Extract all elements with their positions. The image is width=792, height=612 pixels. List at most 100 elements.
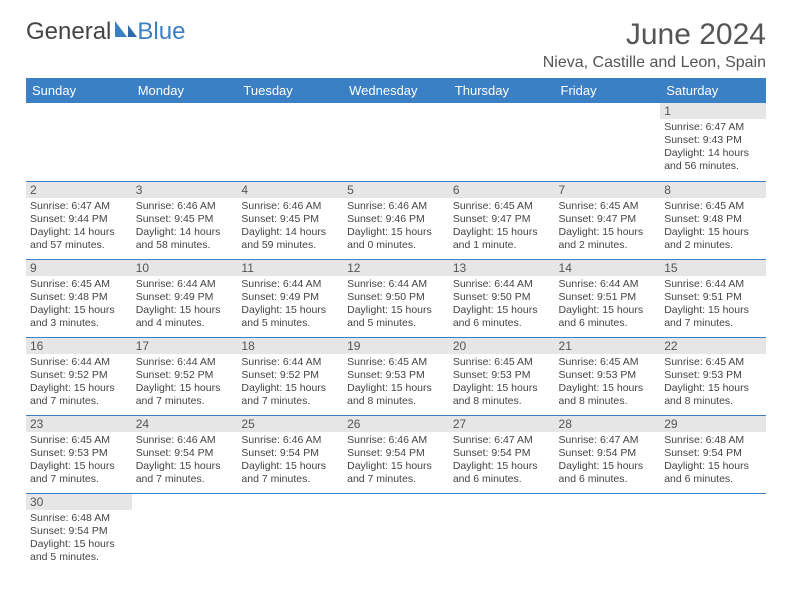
sunrise-text: Sunrise: 6:44 AM [559,278,657,291]
day-info: Sunrise: 6:45 AMSunset: 9:47 PMDaylight:… [555,198,661,256]
day-info: Sunrise: 6:45 AMSunset: 9:53 PMDaylight:… [555,354,661,412]
day-number: 26 [343,416,449,432]
daylight-text: Daylight: 15 hours and 3 minutes. [30,304,128,330]
calendar-cell [237,103,343,181]
sunset-text: Sunset: 9:49 PM [241,291,339,304]
day-info: Sunrise: 6:44 AMSunset: 9:52 PMDaylight:… [132,354,238,412]
sunset-text: Sunset: 9:50 PM [347,291,445,304]
day-info: Sunrise: 6:45 AMSunset: 9:47 PMDaylight:… [449,198,555,256]
day-number: 25 [237,416,343,432]
daylight-text: Daylight: 15 hours and 4 minutes. [136,304,234,330]
sunset-text: Sunset: 9:53 PM [347,369,445,382]
sunset-text: Sunset: 9:53 PM [664,369,762,382]
logo: General Blue [26,18,185,46]
calendar-cell: 12Sunrise: 6:44 AMSunset: 9:50 PMDayligh… [343,259,449,337]
daylight-text: Daylight: 14 hours and 58 minutes. [136,226,234,252]
sunset-text: Sunset: 9:54 PM [241,447,339,460]
calendar-cell: 26Sunrise: 6:46 AMSunset: 9:54 PMDayligh… [343,415,449,493]
sunset-text: Sunset: 9:44 PM [30,213,128,226]
sunrise-text: Sunrise: 6:46 AM [241,434,339,447]
sunrise-text: Sunrise: 6:45 AM [664,200,762,213]
month-title: June 2024 [543,18,766,52]
calendar-cell [343,493,449,571]
calendar-week: 9Sunrise: 6:45 AMSunset: 9:48 PMDaylight… [26,259,766,337]
calendar-cell: 25Sunrise: 6:46 AMSunset: 9:54 PMDayligh… [237,415,343,493]
day-number: 9 [26,260,132,276]
calendar-cell: 18Sunrise: 6:44 AMSunset: 9:52 PMDayligh… [237,337,343,415]
day-info: Sunrise: 6:47 AMSunset: 9:43 PMDaylight:… [660,119,766,177]
calendar-cell [555,493,661,571]
calendar-body: 1Sunrise: 6:47 AMSunset: 9:43 PMDaylight… [26,103,766,571]
day-number: 15 [660,260,766,276]
sunset-text: Sunset: 9:50 PM [453,291,551,304]
sunset-text: Sunset: 9:48 PM [30,291,128,304]
day-number: 23 [26,416,132,432]
daylight-text: Daylight: 15 hours and 6 minutes. [559,460,657,486]
sunrise-text: Sunrise: 6:45 AM [30,278,128,291]
sunrise-text: Sunrise: 6:47 AM [559,434,657,447]
day-info: Sunrise: 6:46 AMSunset: 9:54 PMDaylight:… [237,432,343,490]
day-number: 27 [449,416,555,432]
sunrise-text: Sunrise: 6:48 AM [664,434,762,447]
sunrise-text: Sunrise: 6:44 AM [136,278,234,291]
day-info: Sunrise: 6:44 AMSunset: 9:52 PMDaylight:… [26,354,132,412]
calendar-week: 30Sunrise: 6:48 AMSunset: 9:54 PMDayligh… [26,493,766,571]
day-number: 30 [26,494,132,510]
day-header: Tuesday [237,78,343,103]
sunrise-text: Sunrise: 6:44 AM [453,278,551,291]
calendar-cell [132,493,238,571]
sunset-text: Sunset: 9:51 PM [559,291,657,304]
day-number: 18 [237,338,343,354]
calendar-cell: 19Sunrise: 6:45 AMSunset: 9:53 PMDayligh… [343,337,449,415]
location: Nieva, Castille and Leon, Spain [543,54,766,72]
logo-text-general: General [26,18,111,46]
day-info: Sunrise: 6:46 AMSunset: 9:54 PMDaylight:… [343,432,449,490]
sunset-text: Sunset: 9:47 PM [559,213,657,226]
logo-text-blue: Blue [137,18,185,46]
daylight-text: Daylight: 15 hours and 2 minutes. [559,226,657,252]
daylight-text: Daylight: 15 hours and 2 minutes. [664,226,762,252]
day-info: Sunrise: 6:45 AMSunset: 9:53 PMDaylight:… [26,432,132,490]
sail-icon [113,19,139,39]
day-number: 12 [343,260,449,276]
calendar-cell [660,493,766,571]
day-info: Sunrise: 6:45 AMSunset: 9:53 PMDaylight:… [343,354,449,412]
sunrise-text: Sunrise: 6:45 AM [453,200,551,213]
day-info: Sunrise: 6:46 AMSunset: 9:46 PMDaylight:… [343,198,449,256]
day-number: 11 [237,260,343,276]
calendar-cell: 13Sunrise: 6:44 AMSunset: 9:50 PMDayligh… [449,259,555,337]
calendar-week: 2Sunrise: 6:47 AMSunset: 9:44 PMDaylight… [26,181,766,259]
day-info: Sunrise: 6:44 AMSunset: 9:49 PMDaylight:… [132,276,238,334]
sunrise-text: Sunrise: 6:46 AM [347,434,445,447]
sunrise-text: Sunrise: 6:45 AM [664,356,762,369]
day-header-row: SundayMondayTuesdayWednesdayThursdayFrid… [26,78,766,103]
day-info: Sunrise: 6:44 AMSunset: 9:50 PMDaylight:… [343,276,449,334]
calendar-cell: 20Sunrise: 6:45 AMSunset: 9:53 PMDayligh… [449,337,555,415]
calendar-cell: 30Sunrise: 6:48 AMSunset: 9:54 PMDayligh… [26,493,132,571]
sunset-text: Sunset: 9:53 PM [559,369,657,382]
calendar-cell: 23Sunrise: 6:45 AMSunset: 9:53 PMDayligh… [26,415,132,493]
sunset-text: Sunset: 9:54 PM [30,525,128,538]
day-info: Sunrise: 6:46 AMSunset: 9:45 PMDaylight:… [132,198,238,256]
day-info: Sunrise: 6:46 AMSunset: 9:45 PMDaylight:… [237,198,343,256]
sunset-text: Sunset: 9:53 PM [453,369,551,382]
sunset-text: Sunset: 9:54 PM [347,447,445,460]
sunset-text: Sunset: 9:53 PM [30,447,128,460]
day-number: 7 [555,182,661,198]
day-header: Thursday [449,78,555,103]
sunrise-text: Sunrise: 6:47 AM [453,434,551,447]
day-number: 13 [449,260,555,276]
calendar-cell: 28Sunrise: 6:47 AMSunset: 9:54 PMDayligh… [555,415,661,493]
calendar-cell [449,493,555,571]
sunrise-text: Sunrise: 6:45 AM [559,356,657,369]
day-number: 16 [26,338,132,354]
day-info: Sunrise: 6:47 AMSunset: 9:44 PMDaylight:… [26,198,132,256]
daylight-text: Daylight: 15 hours and 5 minutes. [241,304,339,330]
day-info: Sunrise: 6:45 AMSunset: 9:48 PMDaylight:… [660,198,766,256]
sunset-text: Sunset: 9:52 PM [241,369,339,382]
sunset-text: Sunset: 9:45 PM [241,213,339,226]
sunset-text: Sunset: 9:43 PM [664,134,762,147]
day-info: Sunrise: 6:48 AMSunset: 9:54 PMDaylight:… [26,510,132,568]
day-info: Sunrise: 6:47 AMSunset: 9:54 PMDaylight:… [555,432,661,490]
calendar-cell: 11Sunrise: 6:44 AMSunset: 9:49 PMDayligh… [237,259,343,337]
